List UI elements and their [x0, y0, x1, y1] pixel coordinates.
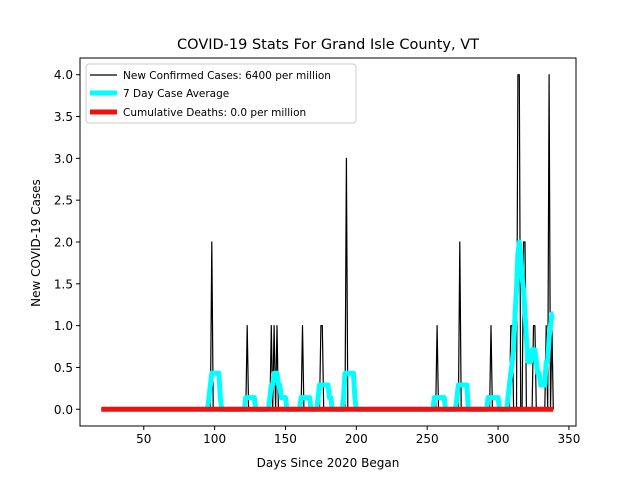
x-axis-label: Days Since 2020 Began — [257, 456, 400, 470]
y-tick-label: 2.5 — [54, 194, 73, 208]
y-tick-label: 4.0 — [54, 68, 73, 82]
y-tick-label: 2.0 — [54, 236, 73, 250]
y-axis: 0.0 0.5 1.0 1.5 2.0 2.5 3.0 3.5 4.0 — [54, 68, 80, 417]
legend-entry-cumulative-deaths-label: Cumulative Deaths: 0.0 per million — [123, 107, 306, 119]
y-tick-label: 1.5 — [54, 277, 73, 291]
y-axis-label: New COVID-19 Cases — [29, 179, 43, 307]
x-tick-label: 200 — [345, 432, 368, 446]
legend-entry-new-cases-label: New Confirmed Cases: 6400 per million — [123, 70, 331, 82]
legend-entry-7-day-average-label: 7 Day Case Average — [123, 88, 229, 100]
y-tick-label: 0.5 — [54, 361, 73, 375]
x-axis: 50 100 150 200 250 300 350 — [136, 426, 580, 446]
legend-box — [85, 63, 357, 124]
chart-title: COVID-19 Stats For Grand Isle County, VT — [177, 37, 479, 53]
y-tick-label: 3.0 — [54, 152, 73, 166]
series-line-new-cases — [101, 74, 554, 410]
x-tick-label: 150 — [274, 432, 297, 446]
x-tick-label: 300 — [487, 432, 510, 446]
x-tick-label: 50 — [136, 432, 151, 446]
y-tick-label: 1.0 — [54, 319, 73, 333]
x-tick-label: 350 — [557, 432, 580, 446]
legend: New Confirmed Cases: 6400 per million 7 D… — [85, 63, 357, 124]
y-tick-label: 3.5 — [54, 110, 73, 124]
series-line-7-day-average — [205, 239, 555, 412]
x-tick-label: 100 — [203, 432, 226, 446]
y-tick-label: 0.0 — [54, 403, 73, 417]
x-tick-label: 250 — [416, 432, 439, 446]
